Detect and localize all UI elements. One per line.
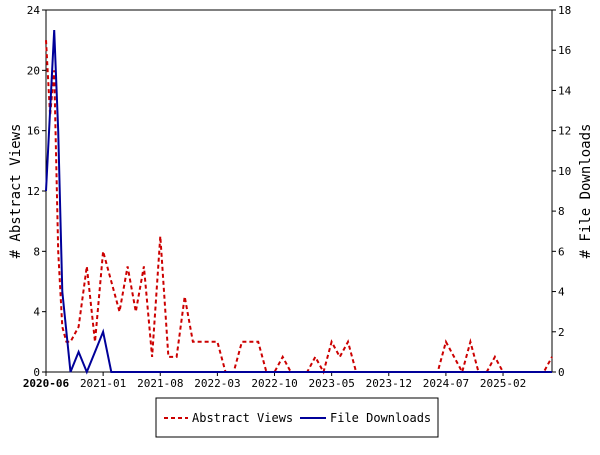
- x-tick-label: 2023-05: [308, 377, 354, 390]
- y-right-tick-label: 16: [558, 44, 571, 57]
- x-tick-label: 2022-03: [194, 377, 240, 390]
- x-tick-label: 2022-10: [251, 377, 297, 390]
- series-line-abstract-views: [45, 40, 553, 375]
- y-left-tick-label: 16: [27, 125, 40, 138]
- plot-area: [45, 9, 553, 373]
- y-left-tick-label: 8: [33, 245, 40, 258]
- y-left-tick-label: 4: [33, 306, 40, 319]
- y-right-tick-label: 6: [558, 245, 565, 258]
- y-axis-right-title: # File Downloads: [578, 124, 594, 259]
- x-tick-label: 2024-07: [423, 377, 469, 390]
- y-right-tick-label: 4: [558, 286, 565, 299]
- x-tick-label: 2020-06: [23, 377, 70, 390]
- y-right-tick-label: 8: [558, 205, 565, 218]
- y-right-tick-label: 0: [558, 366, 565, 379]
- legend-label-file-downloads: File Downloads: [330, 411, 431, 425]
- series-line-file-downloads: [45, 30, 552, 375]
- x-tick-label: 2021-01: [80, 377, 126, 390]
- y-right-tick-label: 12: [558, 125, 571, 138]
- x-tick-label: 2023-12: [366, 377, 412, 390]
- y-left-tick-label: 20: [27, 64, 40, 77]
- legend-box: [155, 397, 439, 438]
- y-right-tick-label: 2: [558, 326, 565, 339]
- series-layer: [45, 30, 553, 375]
- y-left-tick-label: 24: [27, 4, 41, 17]
- x-tick-label: 2021-08: [137, 377, 183, 390]
- y-right-tick-label: 18: [558, 4, 571, 17]
- legend-label-abstract-views: Abstract Views: [192, 411, 293, 425]
- y-left-tick-label: 0: [33, 366, 40, 379]
- legend: Abstract Views File Downloads: [155, 397, 439, 438]
- y-left-tick-label: 12: [27, 185, 40, 198]
- y-right-tick-label: 10: [558, 165, 571, 178]
- y-right-tick-label: 14: [558, 84, 572, 97]
- y-axis-left-title: # Abstract Views: [8, 124, 24, 259]
- x-tick-label: 2025-02: [480, 377, 526, 390]
